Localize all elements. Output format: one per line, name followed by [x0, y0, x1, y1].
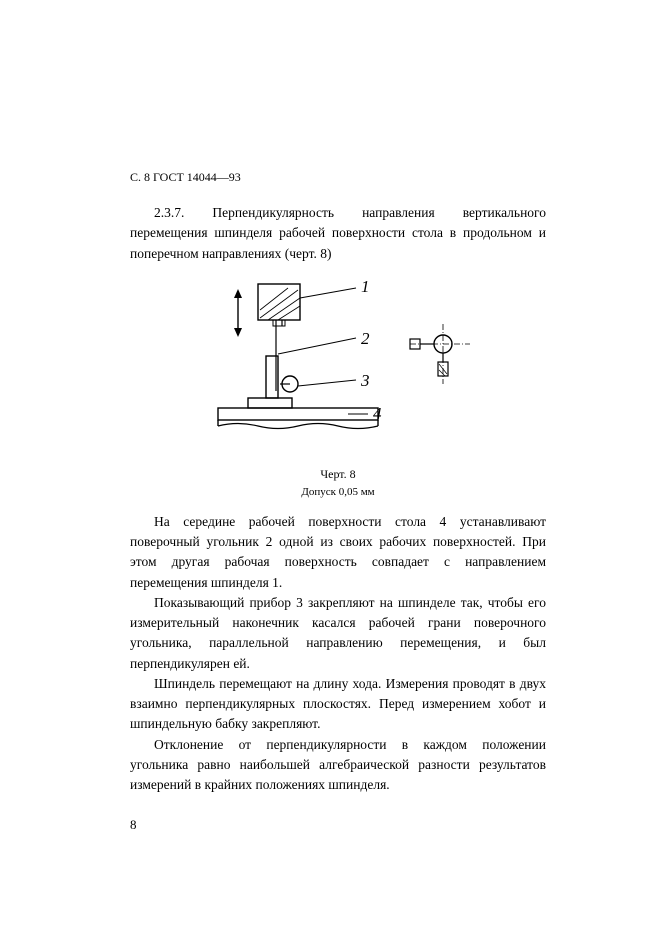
- svg-text:4: 4: [373, 404, 382, 423]
- section-title: 2.3.7. Перпендикулярность направления ве…: [130, 203, 546, 264]
- page-header: С. 8 ГОСТ 14044—93: [130, 170, 546, 185]
- page-number: 8: [130, 817, 137, 833]
- paragraph-3: Шпиндель перемещают на длину хода. Измер…: [130, 674, 546, 735]
- svg-text:1: 1: [361, 277, 370, 296]
- figure-caption: Черт. 8: [130, 467, 546, 482]
- paragraph-4: Отклонение от перпендикулярности в каждо…: [130, 735, 546, 796]
- technical-diagram: 1 2 3 4: [178, 276, 498, 456]
- figure-tolerance: Допуск 0,05 мм: [130, 486, 546, 498]
- svg-text:2: 2: [361, 329, 370, 348]
- page-content: С. 8 ГОСТ 14044—93 2.3.7. Перпендикулярн…: [0, 0, 661, 835]
- paragraph-2: Показывающий прибор 3 закрепляют на шпин…: [130, 593, 546, 674]
- paragraph-1: На середине рабочей поверхности стола 4 …: [130, 512, 546, 593]
- figure-container: 1 2 3 4 Черт. 8 Д: [130, 276, 546, 498]
- body-text: На середине рабочей поверхности стола 4 …: [130, 512, 546, 796]
- svg-text:3: 3: [360, 371, 370, 390]
